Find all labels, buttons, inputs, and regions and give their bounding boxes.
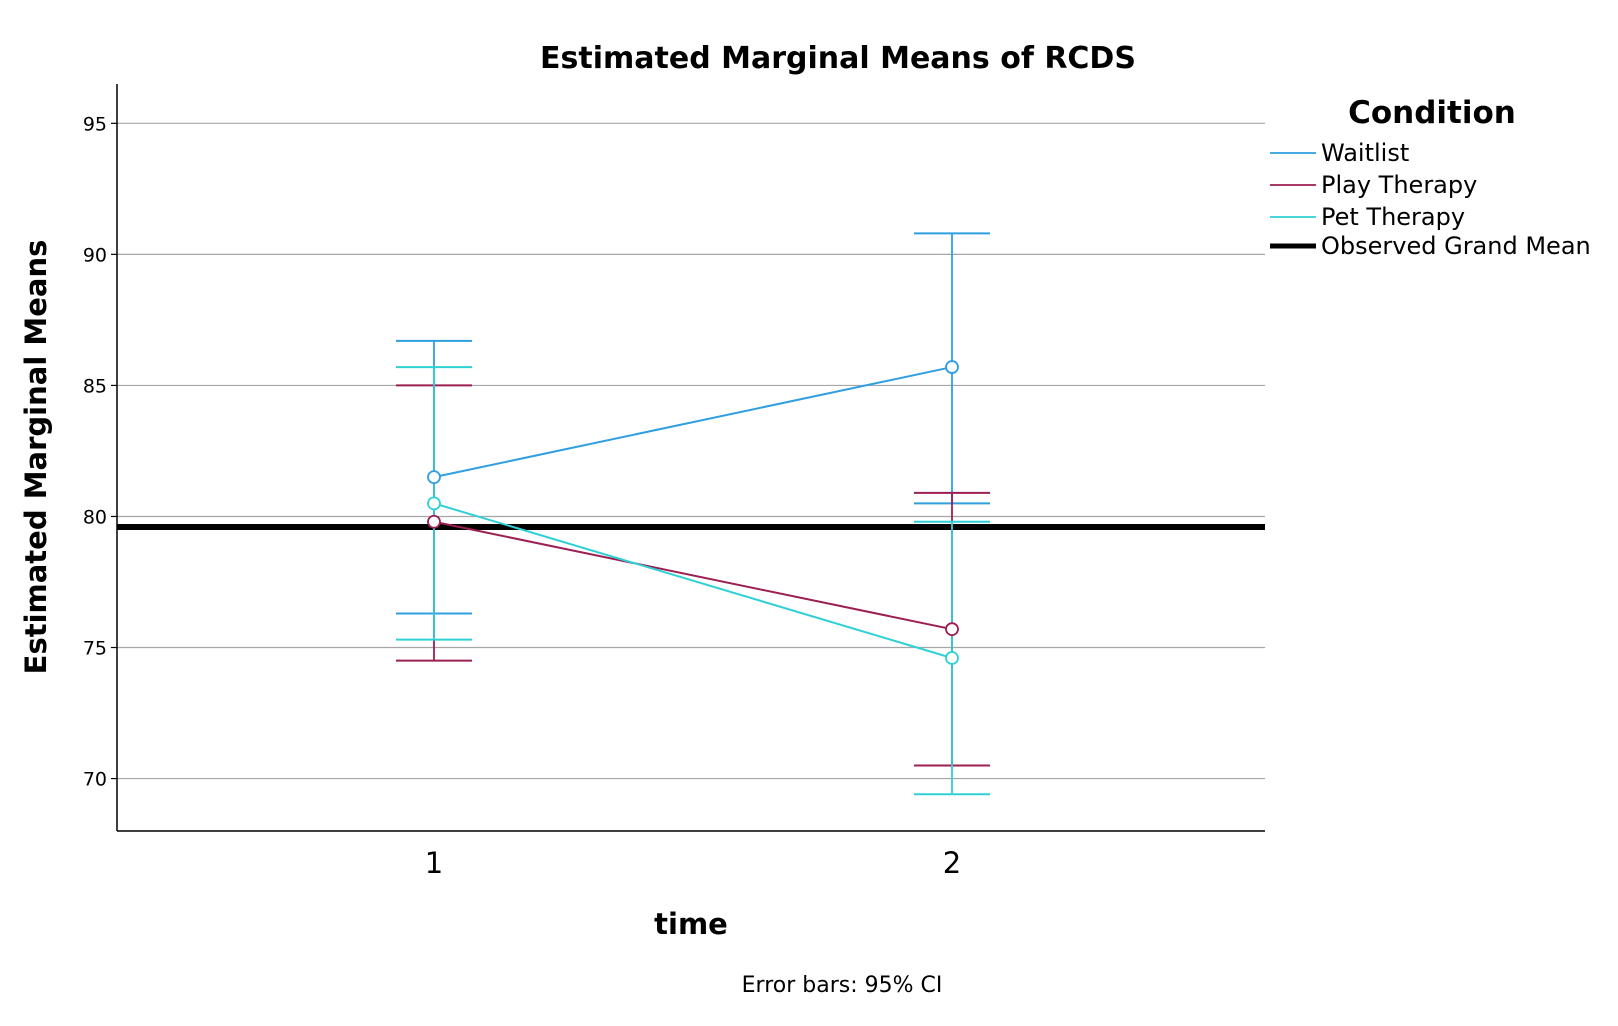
y-tick-label: 95 bbox=[83, 113, 107, 135]
error-bars bbox=[396, 232, 990, 796]
legend-label: Waitlist bbox=[1321, 139, 1409, 167]
legend: Condition Waitlist Play Therapy Pet Therap… bbox=[1270, 95, 1591, 260]
series-line-pet-therapy bbox=[433, 502, 953, 659]
y-tick-label: 70 bbox=[83, 769, 107, 791]
y-tick-label: 90 bbox=[83, 244, 107, 266]
legend-label: Pet Therapy bbox=[1321, 203, 1465, 231]
y-tick-label: 80 bbox=[83, 506, 107, 528]
point-waitlist bbox=[945, 360, 959, 374]
point-pet-therapy bbox=[427, 496, 441, 511]
y-tick-label: 85 bbox=[83, 375, 107, 397]
x-tick-label: 2 bbox=[943, 846, 961, 880]
legend-label: Observed Grand Mean bbox=[1321, 232, 1591, 260]
y-tick-label: 75 bbox=[83, 638, 107, 660]
footnote: Error bars: 95% CI bbox=[742, 973, 943, 998]
legend-items: Waitlist Play Therapy Pet TherapyObserved … bbox=[1270, 139, 1591, 260]
x-tick-label: 1 bbox=[425, 846, 443, 880]
series-line-waitlist bbox=[433, 366, 953, 479]
point-waitlist bbox=[427, 470, 441, 485]
legend-title: Condition bbox=[1348, 95, 1516, 131]
chart-title: Estimated Marginal Means of RCDS bbox=[540, 41, 1136, 76]
y-axis-title: Estimated Marginal Means bbox=[19, 240, 53, 675]
series-lines bbox=[433, 366, 953, 659]
gridlines bbox=[117, 122, 1265, 780]
point-play-therapy bbox=[945, 622, 959, 637]
legend-label: Play Therapy bbox=[1321, 171, 1477, 199]
axes bbox=[116, 84, 1265, 832]
series-line-play-therapy bbox=[433, 520, 953, 631]
x-axis-title: time bbox=[654, 907, 728, 941]
data-points bbox=[427, 360, 959, 665]
point-pet-therapy bbox=[945, 651, 959, 665]
y-tick-labels: 70 75 80 85 90 95 bbox=[83, 113, 117, 791]
point-play-therapy bbox=[427, 514, 441, 529]
